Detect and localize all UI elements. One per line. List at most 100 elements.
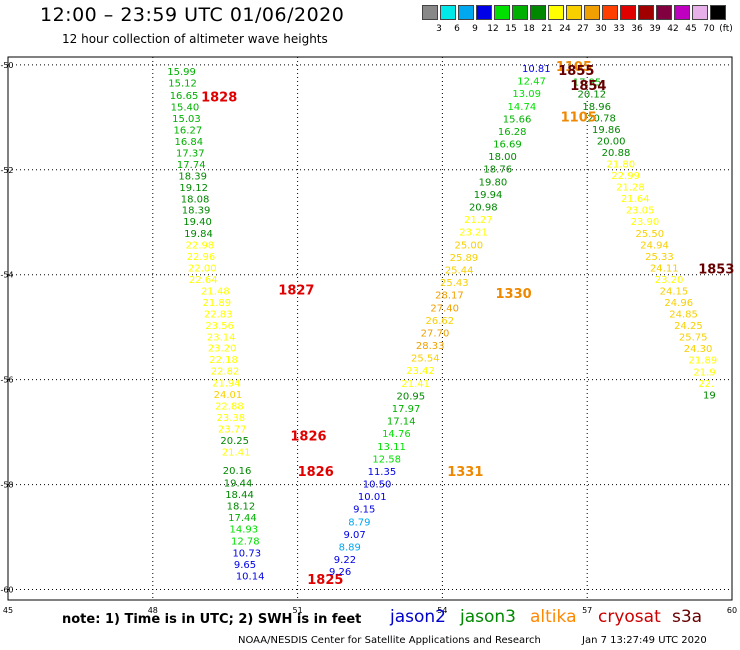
- y-tick-label: -54: [0, 271, 13, 280]
- wave-height-point: 21.41: [222, 448, 251, 459]
- wave-height-point: 18.76: [483, 165, 512, 176]
- wave-height-point: 21.94: [212, 378, 241, 389]
- footer-timestamp: Jan 7 13:27:49 UTC 2020: [582, 635, 707, 646]
- wave-height-point: 25.33: [645, 252, 674, 263]
- footer-credit: NOAA/NESDIS Center for Satellite Applica…: [238, 635, 541, 646]
- legend-swatch: [710, 5, 726, 20]
- wave-height-point: 22.98: [186, 240, 215, 251]
- wave-height-point: 19.94: [474, 190, 503, 201]
- wave-height-point: 19.12: [179, 183, 208, 194]
- pass-time-label: 1855: [558, 64, 594, 79]
- wave-height-point: 15.66: [503, 114, 532, 125]
- wave-height-point: 9.15: [353, 505, 375, 516]
- wave-height-point: 18.12: [227, 502, 256, 513]
- legend-label: 6: [454, 24, 460, 34]
- wave-height-point: 21.89: [689, 356, 718, 367]
- wave-height-point: 23.20: [655, 275, 684, 286]
- wave-height-point: 23.38: [217, 413, 246, 424]
- wave-height-point: 16.27: [174, 125, 203, 136]
- legend-label: 27: [577, 24, 589, 34]
- satellite-label-jason3: jason3: [460, 607, 516, 627]
- wave-height-point: 17.44: [228, 513, 257, 524]
- legend-label: 18: [523, 24, 535, 34]
- wave-height-point: 22.96: [187, 252, 216, 263]
- wave-height-point: 9.26: [329, 567, 351, 578]
- wave-height-point: 21.41: [401, 379, 430, 390]
- wave-height-point: 15.99: [167, 67, 196, 78]
- pass-time-label: 1828: [201, 90, 237, 105]
- wave-height-point: 25.44: [445, 265, 474, 276]
- pass-time-label: 1825: [307, 573, 343, 588]
- wave-height-point: 13.11: [377, 442, 406, 453]
- legend-swatch: [530, 5, 546, 20]
- legend-swatch: [584, 5, 600, 20]
- legend-swatch: [692, 5, 708, 20]
- wave-height-point: 8.79: [348, 517, 370, 528]
- wave-height-point: 23.77: [218, 424, 247, 435]
- wave-height-point: 20.16: [223, 466, 252, 477]
- legend-label: 36: [631, 24, 643, 34]
- wave-height-point: 20.98: [469, 203, 498, 214]
- wave-height-point: 24.15: [660, 286, 689, 297]
- wave-height-point: 25.43: [440, 278, 469, 289]
- wave-height-point: 22.99: [611, 171, 640, 182]
- pass-time-label: 1826: [290, 429, 326, 444]
- satellite-label-cryosat: cryosat: [598, 607, 661, 627]
- wave-height-point: 22.18: [209, 355, 238, 366]
- x-tick-label: 54: [437, 606, 447, 615]
- legend-label: 39: [649, 24, 661, 34]
- wave-height-point: 21.28: [616, 183, 645, 194]
- wave-height-point: 17.14: [387, 417, 416, 428]
- wave-height-point: 23.90: [631, 217, 660, 228]
- wave-height-point: 22.82: [211, 367, 240, 378]
- legend-swatch: [602, 5, 618, 20]
- legend-label: 24: [559, 24, 571, 34]
- wave-height-point: 9.22: [334, 555, 356, 566]
- chart-title: 12:00 – 23:59 UTC 01/06/2020: [40, 4, 345, 26]
- wave-height-point: 9.65: [234, 560, 256, 571]
- legend-swatch: [422, 5, 438, 20]
- wave-height-point: 23.56: [205, 321, 234, 332]
- wave-height-point: 17.74: [177, 160, 206, 171]
- wave-height-point: 18.39: [182, 206, 211, 217]
- wave-height-point: 23.14: [207, 333, 236, 344]
- wave-height-point: 23.21: [459, 228, 488, 239]
- wave-height-point: 14.76: [382, 429, 411, 440]
- pass-time-label: 1330: [495, 287, 531, 302]
- wave-height-point: 12.78: [231, 537, 260, 548]
- legend-swatch: [674, 5, 690, 20]
- legend-label: 9: [472, 24, 478, 34]
- legend-label: 42: [667, 24, 679, 34]
- pass-time-label: 1827: [278, 283, 314, 298]
- pass-time-label: 1105: [556, 60, 592, 75]
- wave-height-point: 9.07: [343, 530, 365, 541]
- wave-height-point: 10.73: [232, 548, 261, 559]
- wave-height-point: 22.83: [204, 310, 233, 321]
- wave-height-point: 20.95: [397, 391, 426, 402]
- y-tick-label: -52: [0, 166, 13, 175]
- wave-height-point: 28.33: [416, 341, 445, 352]
- wave-height-point: 24.30: [684, 344, 713, 355]
- legend-swatch: [458, 5, 474, 20]
- wave-height-point: 10.14: [236, 571, 265, 582]
- wave-height-point: 21.48: [201, 286, 230, 297]
- legend-swatch: [548, 5, 564, 20]
- legend-label: 12: [487, 24, 499, 34]
- wave-height-point: 22.64: [189, 275, 218, 286]
- wave-height-point: 21.89: [203, 298, 232, 309]
- wave-height-point: 25.54: [411, 354, 440, 365]
- wave-height-point: 19.40: [183, 217, 212, 228]
- wave-height-point: 19.86: [592, 125, 621, 136]
- legend-swatch: [476, 5, 492, 20]
- y-tick-label: -50: [0, 61, 13, 70]
- wave-height-point: 20.12: [578, 90, 607, 101]
- wave-height-point: 16.84: [175, 137, 204, 148]
- wave-height-point: 24.85: [669, 310, 698, 321]
- y-tick-label: -58: [0, 481, 13, 490]
- wave-height-point: 28.17: [435, 291, 464, 302]
- wave-height-point: 20.78: [587, 113, 616, 124]
- satellite-label-jason2: jason2: [390, 607, 446, 627]
- pass-time-label: 1854: [570, 79, 606, 94]
- wave-height-point: 23.05: [626, 206, 655, 217]
- wave-height-point: 23.20: [208, 344, 237, 355]
